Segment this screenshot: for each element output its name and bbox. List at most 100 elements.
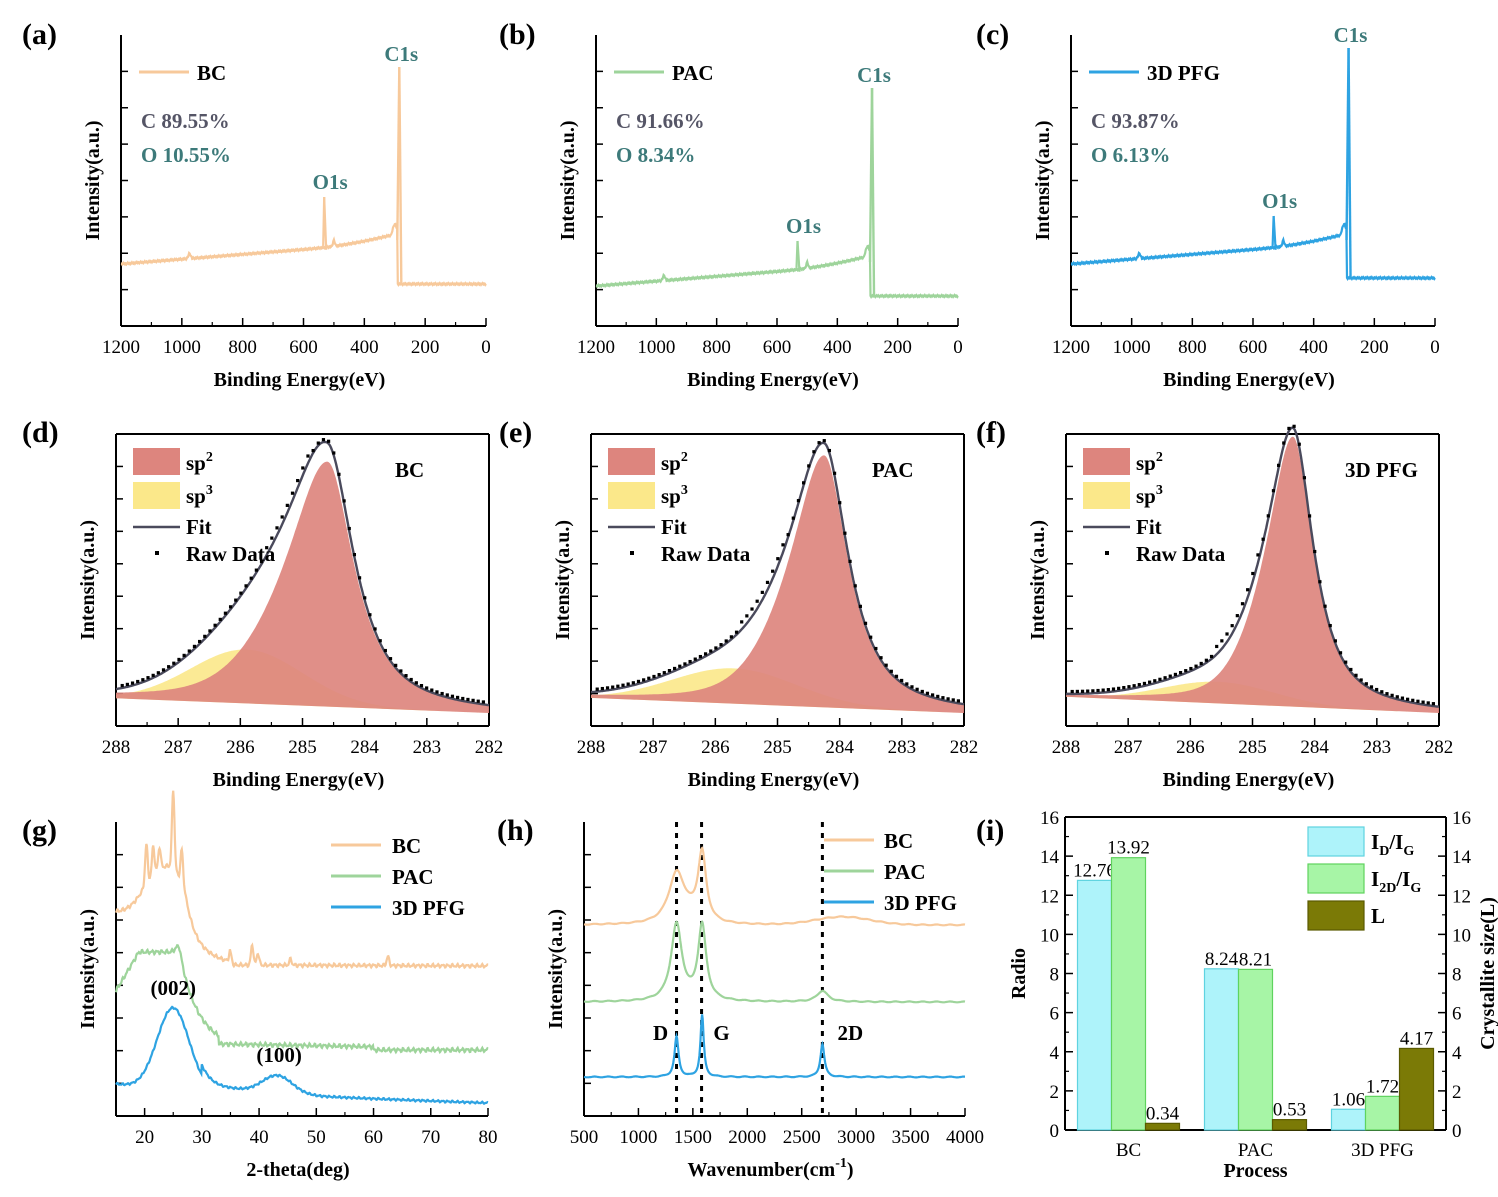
raw-data-point xyxy=(667,669,672,673)
x-tick-label: 282 xyxy=(1425,737,1454,758)
raw-data-point xyxy=(450,694,455,698)
raw-data-point xyxy=(838,501,842,505)
raw-data-point xyxy=(198,639,202,644)
c1s-peak xyxy=(398,66,403,285)
raw-data-point xyxy=(471,698,475,702)
panel-label: (f) xyxy=(976,416,1006,449)
sample-label: BC xyxy=(395,458,424,482)
c1s-peak xyxy=(870,87,876,297)
bar-I2D/IG xyxy=(1237,968,1274,1131)
x-tick-label: 0 xyxy=(953,337,963,358)
raw-data-point xyxy=(1277,463,1281,467)
raw-data-point xyxy=(1117,686,1121,690)
raw-data-point xyxy=(1431,702,1436,706)
c1s-label: C1s xyxy=(384,42,418,66)
x-tick-label: 286 xyxy=(226,737,255,758)
raw-data-point xyxy=(1328,624,1332,628)
x-axis-title: Wavenumber(cm-1) xyxy=(687,1156,853,1181)
raw-data-point xyxy=(120,683,124,688)
pfg-line xyxy=(115,1005,489,1106)
raw-data-point xyxy=(771,569,775,573)
legend-label-I2D/IG: I2D/IG xyxy=(1371,867,1421,896)
raw-data-point xyxy=(900,678,904,683)
raw-data-point xyxy=(1395,695,1399,699)
legend-sp3-swatch xyxy=(133,482,180,509)
x-tick-label: 0 xyxy=(481,337,491,358)
legend-raw-marker xyxy=(1105,551,1109,555)
raw-data-point xyxy=(332,451,336,455)
x-axis-title: Process xyxy=(1223,1160,1287,1182)
raw-data-point xyxy=(832,471,837,475)
bar-value-label: 13.92 xyxy=(1107,838,1150,859)
raw-data-point xyxy=(244,584,248,588)
raw-data-point xyxy=(239,591,243,595)
y-axis-title: Radio xyxy=(1008,948,1030,999)
raw-data-point xyxy=(1246,588,1250,592)
raw-data-point xyxy=(1225,632,1229,636)
raw-data-point xyxy=(755,599,759,603)
x-tick-label: 1500 xyxy=(674,1127,712,1148)
y-tick-label: 16 xyxy=(1040,808,1059,829)
x-tick-label: 600 xyxy=(289,337,318,358)
raw-data-point xyxy=(172,661,176,665)
raw-data-point xyxy=(1282,441,1286,445)
raw-data-point xyxy=(363,596,367,600)
raw-data-point xyxy=(946,697,950,701)
raw-data-point xyxy=(729,635,733,639)
raw-data-point xyxy=(724,639,728,643)
x-tick-label: 3000 xyxy=(837,1127,875,1148)
bar-value-label: 1.72 xyxy=(1366,1076,1399,1097)
legend-pac-label: PAC xyxy=(392,865,434,889)
raw-data-point xyxy=(1271,489,1276,493)
raw-data-point xyxy=(1158,677,1162,681)
legend-sp3-label: sp3 xyxy=(186,483,213,508)
legend-label: PAC xyxy=(672,61,714,85)
raw-data-point xyxy=(352,553,357,557)
raw-data-point xyxy=(1411,698,1415,702)
raw-data-point xyxy=(616,684,620,688)
raw-data-point xyxy=(321,438,326,442)
x-tick-label: 400 xyxy=(350,337,379,358)
x-tick-label: 284 xyxy=(350,737,379,758)
x-tick-label: 800 xyxy=(702,337,731,358)
x-axis-title: Binding Energy(eV) xyxy=(1163,769,1335,791)
sp2-area xyxy=(1066,436,1439,713)
raw-data-point xyxy=(709,649,713,653)
raw-data-point xyxy=(461,696,465,701)
raw-data-point xyxy=(642,678,646,682)
pac-line xyxy=(114,943,489,1055)
legend-bc-label: BC xyxy=(392,834,421,858)
bar-value-label: 8.24 xyxy=(1205,949,1239,970)
raw-data-point xyxy=(595,687,599,691)
raw-data-point xyxy=(822,439,826,443)
raw-data-point xyxy=(357,576,362,580)
raw-data-point xyxy=(750,607,754,611)
raw-data-point xyxy=(476,699,480,703)
raw-data-point xyxy=(956,699,961,703)
raw-data-point xyxy=(254,568,258,572)
panel-e: 288 287 286 285 284 283 282 (e) Binding Energy(e… xyxy=(499,416,978,791)
legend-bc-label: BC xyxy=(884,829,913,853)
raw-data-point xyxy=(316,441,320,445)
oxygen-percent: O 10.55% xyxy=(141,143,231,167)
raw-data-point xyxy=(1240,602,1245,606)
raw-data-point xyxy=(925,691,930,695)
raw-data-point xyxy=(456,695,460,700)
legend-sp2-label: sp2 xyxy=(1136,450,1163,475)
x-tick-label: 200 xyxy=(411,337,440,358)
raw-data-point xyxy=(1261,537,1265,541)
y-axis-title: Intensity(a.u.) xyxy=(557,120,579,240)
fit-line xyxy=(115,440,490,707)
y-tick-label: 2 xyxy=(1050,1082,1060,1103)
panel-b: 1200 1000 800 600 400 200 0 (b) Binding Energy(e… xyxy=(499,18,963,391)
raw-data-point xyxy=(874,646,878,651)
x-tick-label: 1000 xyxy=(637,337,675,358)
right-y-tick-label: 10 xyxy=(1452,925,1471,946)
raw-data-point xyxy=(647,676,651,680)
legend-swatch-ID/IG xyxy=(1307,826,1365,857)
raw-data-point xyxy=(1349,667,1353,672)
bar-value-label: 0.53 xyxy=(1273,1100,1306,1121)
raw-data-point xyxy=(265,546,269,550)
raw-data-point xyxy=(234,598,238,602)
